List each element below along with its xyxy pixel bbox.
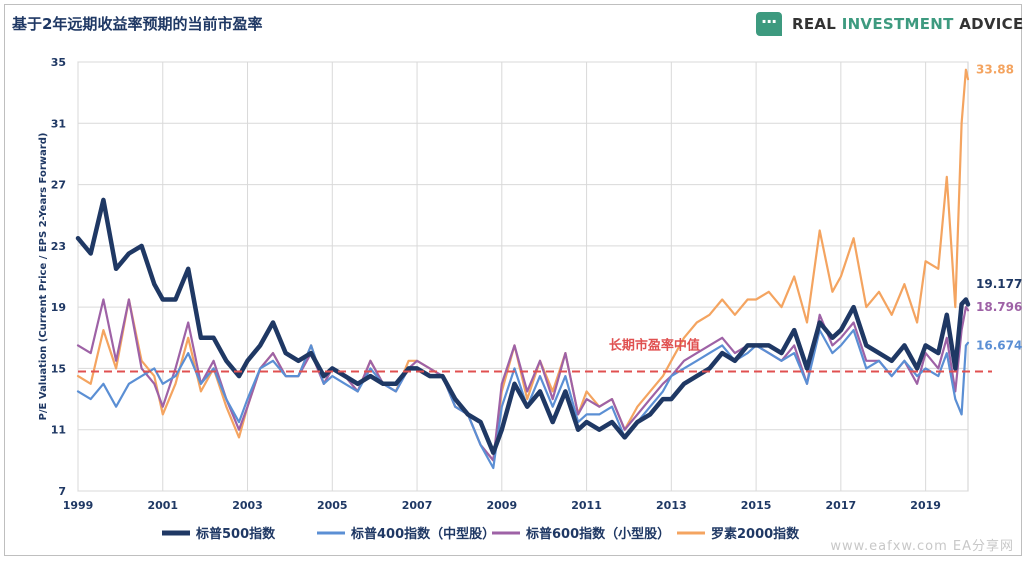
series-line-2 — [76, 329, 970, 470]
brand-suffix: ADVICE — [953, 15, 1024, 33]
series-line-3 — [75, 197, 971, 455]
median-reference-label: 长期市盈率中值 — [609, 337, 700, 353]
x-tick-label: 2019 — [910, 499, 941, 512]
y-tick-label: 35 — [51, 56, 66, 69]
legend-label-2: 标普600指数（小型股） — [525, 526, 670, 542]
series-line-1 — [76, 298, 970, 462]
y-tick-label: 7 — [58, 485, 66, 498]
y-tick-label: 27 — [51, 179, 66, 192]
y-tick-label: 11 — [51, 424, 66, 437]
chart-frame — [4, 4, 1022, 556]
brand-prefix: REAL — [792, 15, 842, 33]
brand-name: REAL INVESTMENT ADVICE — [792, 15, 1024, 33]
series-end-label-1: 18.796 — [976, 300, 1022, 314]
brand-logo: REAL INVESTMENT ADVICE — [756, 12, 1024, 36]
brand-accent: INVESTMENT — [841, 15, 954, 33]
watermark: www.eafxw.com EA分享网 — [830, 539, 1014, 554]
x-tick-label: 2001 — [147, 499, 178, 512]
x-tick-label: 2009 — [486, 499, 517, 512]
y-tick-label: 15 — [51, 362, 66, 375]
series-end-label-0: 33.88 — [976, 63, 1014, 77]
chart-title: 基于2年远期收益率预期的当前市盈率 — [12, 15, 263, 33]
x-tick-label: 2007 — [402, 499, 433, 512]
series-end-label-2: 16.674 — [976, 338, 1022, 352]
legend-label-1: 标普400指数（中型股） — [350, 526, 495, 542]
y-axis-label: P/E Valuation (Current Price / EPS 2-Yea… — [38, 133, 49, 421]
series-end-label-3: 19.177 — [976, 277, 1022, 291]
x-tick-label: 2017 — [826, 499, 857, 512]
legend-label-3: 罗素2000指数 — [711, 526, 800, 542]
y-tick-label: 31 — [51, 117, 66, 130]
y-tick-label: 23 — [51, 240, 66, 253]
plot-area — [77, 61, 969, 492]
x-tick-label: 2005 — [317, 499, 348, 512]
x-tick-label: 2015 — [741, 499, 772, 512]
y-tick-label: 19 — [51, 301, 66, 314]
x-tick-label: 2013 — [656, 499, 687, 512]
x-tick-label: 1999 — [63, 499, 94, 512]
x-tick-label: 2011 — [571, 499, 602, 512]
legend-label-0: 标普500指数 — [195, 526, 276, 542]
chat-bubble-icon — [756, 12, 782, 36]
x-tick-label: 2003 — [232, 499, 263, 512]
